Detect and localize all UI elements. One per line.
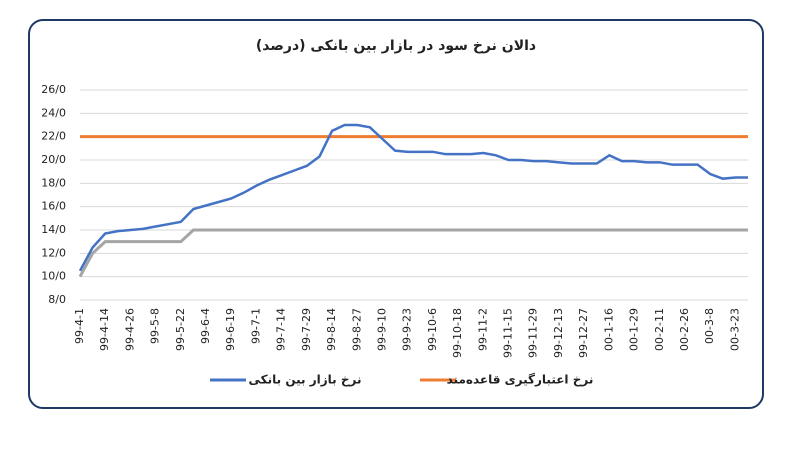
x-tick-label: 99-8-14: [325, 308, 338, 351]
x-tick-label: 00-1-29: [628, 308, 641, 351]
x-tick-label: 99-9-10: [375, 308, 388, 351]
frame: [28, 19, 764, 409]
x-tick-label: 99-6-4: [199, 308, 212, 344]
y-tick-label: 8/0: [48, 293, 66, 306]
y-tick-label: 24/0: [41, 106, 66, 119]
x-tick-label: 99-8-27: [350, 308, 363, 351]
y-tick-label: 10/0: [41, 270, 66, 283]
x-tick-label: 00-2-11: [653, 308, 666, 351]
x-tick-label: 99-7-1: [249, 308, 262, 344]
chart-title: دالان نرخ سود در بازار بین بانکی (درصد): [256, 38, 536, 54]
x-tick-label: 99-11-15: [502, 308, 515, 358]
legend-label: نرخ بازار بین بانکی: [249, 373, 362, 387]
x-tick-label: 00-1-16: [602, 308, 615, 351]
series-line: [78, 228, 748, 278]
x-tick-label: 99-5-22: [174, 308, 187, 351]
x-tick-label: 99-7-29: [300, 308, 313, 351]
y-tick-label: 12/0: [41, 246, 66, 259]
x-tick-label: 99-10-18: [451, 308, 464, 358]
x-tick-label: 00-3-8: [703, 308, 716, 344]
y-tick-label: 14/0: [41, 223, 66, 236]
x-tick-label: 99-4-14: [98, 308, 111, 351]
x-tick-label: 99-6-19: [224, 308, 237, 351]
x-tick-label: 99-10-6: [426, 308, 439, 351]
y-tick-label: 18/0: [41, 176, 66, 189]
x-tick-label: 99-12-27: [577, 308, 590, 358]
y-tick-label: 16/0: [41, 200, 66, 213]
y-tick-label: 22/0: [41, 130, 66, 143]
x-tick-label: 99-4-26: [123, 308, 136, 351]
x-tick-label: 99-12-13: [552, 308, 565, 358]
x-tick-label: 99-5-8: [149, 308, 162, 344]
x-tick-label: 99-9-23: [401, 308, 414, 351]
y-tick-label: 20/0: [41, 153, 66, 166]
x-tick-label: 00-3-23: [728, 308, 741, 351]
x-tick-label: 99-7-14: [275, 308, 288, 351]
legend-label: نرخ اعتبارگیری قاعده‌مند: [447, 373, 594, 387]
x-tick-label: 99-4-1: [73, 308, 86, 344]
x-tick-label: 99-11-2: [476, 308, 489, 351]
y-tick-label: 26/0: [41, 83, 66, 96]
series-line: [78, 123, 748, 272]
x-tick-label: 00-2-26: [678, 308, 691, 351]
x-tick-label: 99-11-29: [527, 308, 540, 358]
